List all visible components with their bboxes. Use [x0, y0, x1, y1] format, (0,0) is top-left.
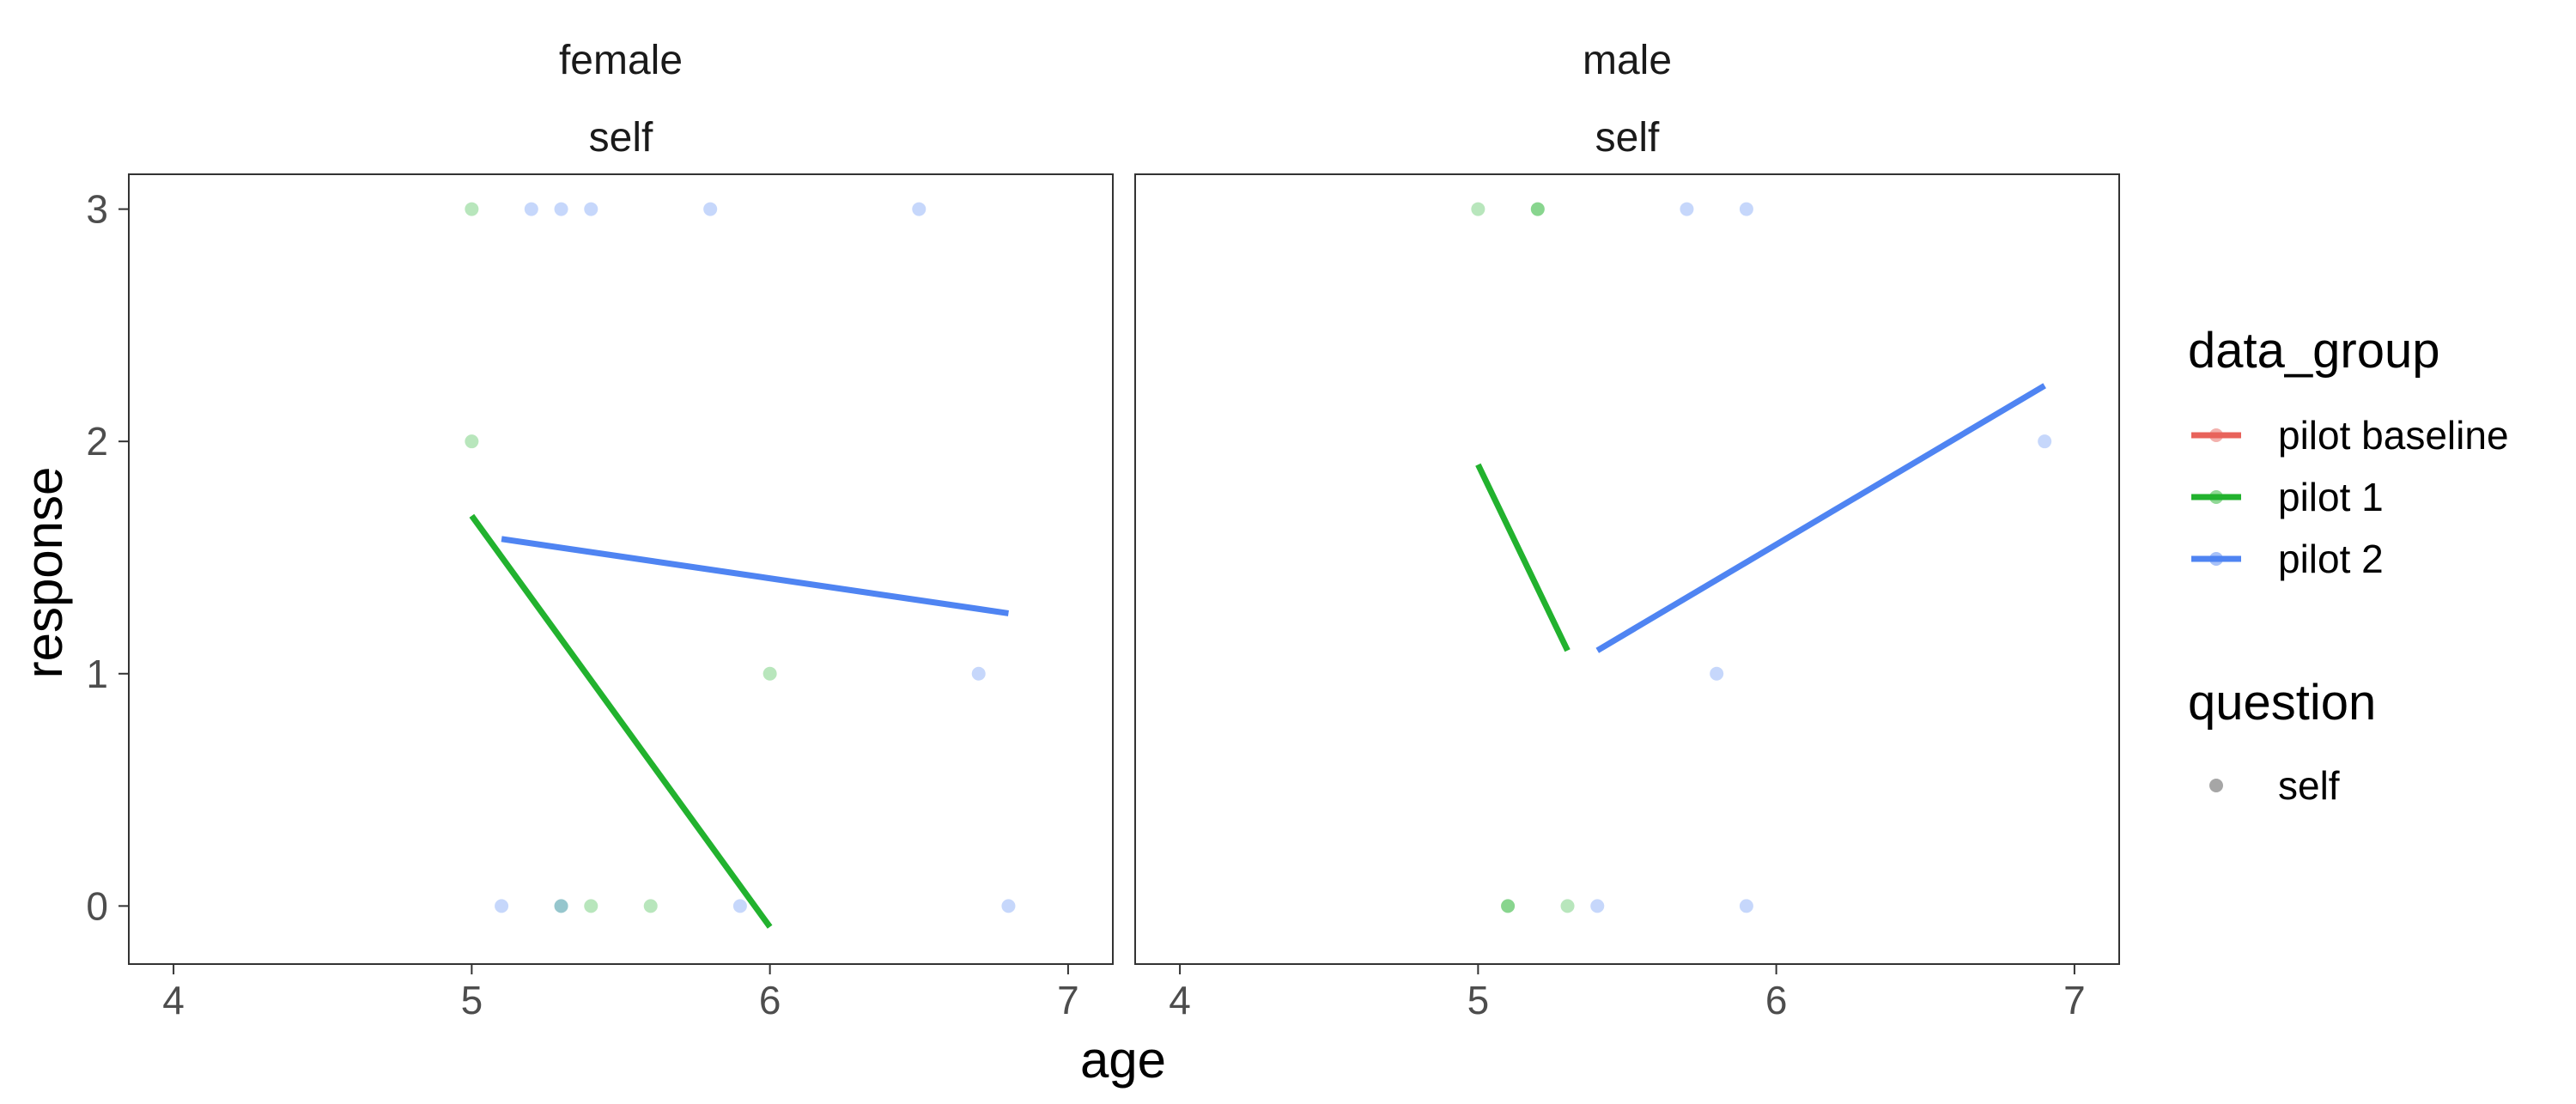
data-point — [703, 202, 718, 216]
data-point — [1530, 202, 1545, 216]
data-point — [643, 899, 658, 913]
legend-label: pilot baseline — [2278, 413, 2509, 458]
data-point — [495, 899, 509, 913]
facet-panel-female: female self 4 5 6 7 0 1 2 3 — [86, 38, 1114, 1022]
data-point — [554, 899, 568, 913]
data-point — [465, 434, 479, 449]
data-point — [554, 899, 568, 913]
data-point — [762, 666, 777, 681]
trend-line-pilot-2 — [1595, 383, 2046, 653]
data-point — [1590, 899, 1605, 913]
legend-label: pilot 2 — [2278, 537, 2384, 581]
panel-border — [128, 173, 1114, 965]
x-tick-label: 6 — [759, 978, 781, 1022]
legend-key-point — [2209, 779, 2223, 792]
data-point — [2038, 434, 2052, 449]
y-tick-label: 0 — [86, 883, 108, 928]
legend-title: question — [2188, 675, 2376, 731]
data-point — [1739, 899, 1753, 913]
legend-label: self — [2278, 763, 2340, 808]
data-point — [1001, 899, 1016, 913]
x-tick-label: 4 — [162, 978, 185, 1022]
panel-border — [1134, 173, 2120, 965]
legend-title: data_group — [2188, 323, 2439, 379]
data-point — [1501, 899, 1516, 913]
x-axis-label: age — [1080, 1031, 1166, 1089]
x-tick-label: 5 — [461, 978, 483, 1022]
data-point — [732, 899, 747, 913]
strip-label: self — [589, 115, 653, 161]
facet-panels: female self 4 5 6 7 0 1 2 3 male self 4 5 6 7 — [86, 38, 2120, 1022]
trend-line-pilot-1 — [1475, 463, 1571, 652]
x-tick-label: 7 — [1057, 978, 1079, 1022]
legend-key-point — [2209, 490, 2223, 504]
y-tick-label: 1 — [86, 652, 108, 696]
data-point — [584, 899, 598, 913]
legend-label: pilot 1 — [2278, 475, 2384, 519]
data-point — [1710, 666, 1724, 681]
strip-label: female — [559, 38, 683, 83]
trend-line-pilot-1 — [469, 513, 773, 929]
x-tick-label: 5 — [1467, 978, 1490, 1022]
data-point — [1501, 899, 1516, 913]
data-point — [584, 202, 598, 216]
data-point — [1680, 202, 1694, 216]
y-axis-label: response — [15, 467, 73, 679]
y-tick-label: 3 — [86, 187, 108, 232]
data-point — [1530, 202, 1545, 216]
data-point — [971, 666, 986, 681]
trend-line-pilot-2 — [501, 536, 1009, 616]
strip-label: male — [1583, 38, 1672, 83]
data-point — [912, 202, 927, 216]
data-point — [1560, 899, 1575, 913]
legend-key-point — [2209, 428, 2223, 442]
x-tick-label: 6 — [1765, 978, 1788, 1022]
x-tick-label: 4 — [1169, 978, 1191, 1022]
legend-key-point — [2209, 552, 2223, 566]
y-tick-label: 2 — [86, 419, 108, 464]
data-point — [554, 202, 568, 216]
data-point — [1471, 202, 1485, 216]
data-point — [1739, 202, 1753, 216]
data-point — [524, 202, 538, 216]
facet-panel-male: male self 4 5 6 7 — [1134, 38, 2120, 1022]
data-point — [465, 202, 479, 216]
strip-label: self — [1595, 115, 1660, 161]
x-tick-label: 7 — [2063, 978, 2086, 1022]
